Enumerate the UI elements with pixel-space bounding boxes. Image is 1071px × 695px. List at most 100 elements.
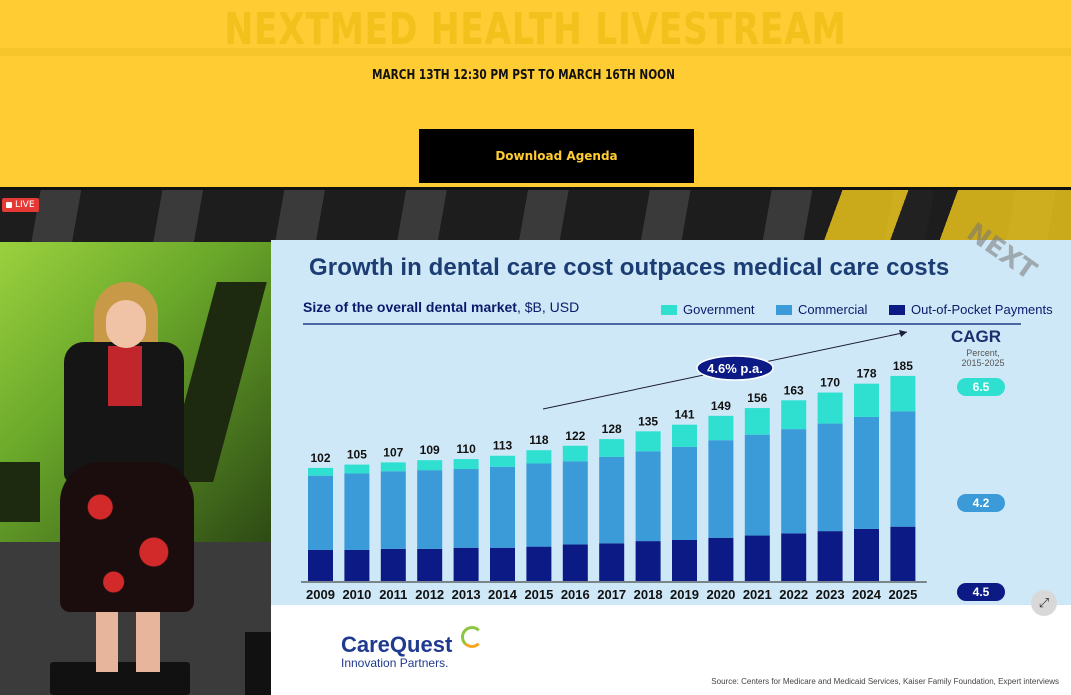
bar-total-label: 185 <box>893 359 913 373</box>
growth-arrow-head <box>899 330 907 337</box>
livestream-video[interactable]: LIVE NEXT Growth in dental care cost out… <box>0 190 1071 695</box>
bar-total-label: 156 <box>747 391 767 405</box>
bar-total-label: 110 <box>456 442 476 456</box>
bar-segment-out-of-pocket-payments-2025 <box>890 526 916 581</box>
cagr-subtitle: Percent, 2015-2025 <box>961 348 1005 368</box>
x-tick-label: 2024 <box>852 587 882 602</box>
event-banner: NEXTMED HEALTH LIVESTREAM MARCH 13TH 12:… <box>0 0 1071 190</box>
bar-segment-commercial-2019 <box>672 446 697 540</box>
bar-segment-government-2010 <box>344 464 370 474</box>
bar-segment-government-2022 <box>781 400 807 430</box>
bar-segment-out-of-pocket-payments-2014 <box>490 547 515 581</box>
chart-subtitle: Size of the overall dental market, $B, U… <box>303 299 580 315</box>
bar-segment-commercial-2017 <box>599 456 625 544</box>
x-tick-label: 2015 <box>524 587 553 602</box>
bar-total-label: 149 <box>711 399 731 413</box>
bar-segment-commercial-2015 <box>526 463 552 547</box>
download-agenda-button[interactable]: Download Agenda <box>419 129 694 183</box>
stage-speaker <box>245 632 271 695</box>
cagr-out-of-pocket: 4.5 <box>957 583 1005 601</box>
cagr-government: 6.5 <box>957 378 1005 396</box>
bar-segment-commercial-2011 <box>380 471 406 549</box>
bar-segment-government-2015 <box>526 450 552 464</box>
live-label: LIVE <box>15 200 35 210</box>
x-tick-label: 2018 <box>634 587 663 602</box>
bar-segment-government-2025 <box>890 375 916 412</box>
bar-segment-commercial-2025 <box>890 411 916 527</box>
bar-total-label: 102 <box>310 451 330 465</box>
banner-divider <box>0 187 1071 190</box>
bar-segment-out-of-pocket-payments-2012 <box>417 548 443 581</box>
x-tick-label: 2021 <box>743 587 772 602</box>
expand-icon[interactable]: ⤢ <box>1031 590 1057 616</box>
x-tick-label: 2025 <box>888 587 917 602</box>
carequest-mark-icon <box>461 626 483 648</box>
bar-segment-out-of-pocket-payments-2013 <box>453 547 479 581</box>
x-tick-label: 2011 <box>379 587 407 602</box>
live-badge: LIVE <box>2 198 39 212</box>
growth-label-bubble <box>696 355 774 381</box>
bar-segment-out-of-pocket-payments-2021 <box>744 535 770 581</box>
stacked-bar-chart: 4.6% p.a. 102 2009 105 2010 107 2011 109 2012 110… <box>301 330 927 602</box>
bar-segment-government-2017 <box>599 439 625 457</box>
x-tick-label: 2017 <box>597 587 626 602</box>
bar-segment-out-of-pocket-payments-2023 <box>817 531 843 581</box>
bar-segment-out-of-pocket-payments-2022 <box>781 533 807 581</box>
bar-segment-commercial-2012 <box>417 470 443 549</box>
cagr-commercial: 4.2 <box>957 494 1005 512</box>
bar-segment-commercial-2021 <box>744 434 770 536</box>
bar-segment-government-2021 <box>744 408 770 435</box>
company-name: CareQuest <box>341 632 453 657</box>
bar-segment-commercial-2009 <box>308 475 333 550</box>
legend-commercial: Commercial <box>776 302 867 317</box>
presentation-slide: NEXT Growth in dental care cost outpaces… <box>271 217 1071 695</box>
growth-label: 4.6% p.a. <box>707 361 763 376</box>
legend-swatch <box>889 304 905 315</box>
bar-total-label: 105 <box>347 448 367 462</box>
bar-segment-out-of-pocket-payments-2019 <box>672 539 697 581</box>
bar-segment-government-2009 <box>308 467 333 476</box>
bar-segment-commercial-2024 <box>854 416 879 529</box>
bar-segment-out-of-pocket-payments-2010 <box>344 549 370 581</box>
bar-total-label: 170 <box>820 376 840 390</box>
bar-segment-commercial-2022 <box>781 429 807 534</box>
bar-total-label: 141 <box>674 408 694 422</box>
bar-total-label: 107 <box>383 445 403 459</box>
bar-segment-out-of-pocket-payments-2015 <box>526 546 552 581</box>
banner-band <box>0 48 1071 56</box>
slide-chart-area: NEXT Growth in dental care cost outpaces… <box>271 217 1071 605</box>
bar-segment-commercial-2016 <box>562 461 588 545</box>
slide-source-note: Source: Centers for Medicare and Medicai… <box>711 677 1059 686</box>
x-tick-label: 2019 <box>670 587 699 602</box>
bar-segment-government-2019 <box>672 424 697 447</box>
bar-segment-government-2016 <box>562 445 588 462</box>
company-tagline: Innovation Partners. <box>341 656 449 670</box>
bar-total-label: 128 <box>602 422 622 436</box>
bar-segment-out-of-pocket-payments-2020 <box>708 537 734 581</box>
bar-segment-government-2024 <box>854 383 879 417</box>
slide-title: Growth in dental care cost outpaces medi… <box>309 254 950 281</box>
bar-segment-government-2023 <box>817 392 843 424</box>
x-tick-label: 2022 <box>779 587 808 602</box>
x-tick-label: 2014 <box>488 587 518 602</box>
bar-total-label: 113 <box>493 439 513 453</box>
stage-backdrop-accent <box>760 190 1071 242</box>
bar-total-label: 163 <box>784 383 804 397</box>
bar-segment-government-2013 <box>453 459 479 470</box>
bar-segment-commercial-2020 <box>708 440 734 538</box>
x-tick-label: 2012 <box>415 587 444 602</box>
bar-segment-out-of-pocket-payments-2016 <box>562 544 588 581</box>
legend-swatch <box>776 304 792 315</box>
subtitle-rule <box>303 323 1021 325</box>
x-tick-label: 2016 <box>561 587 590 602</box>
bar-segment-government-2020 <box>708 415 734 441</box>
event-date: MARCH 13TH 12:30 PM PST TO MARCH 16TH NO… <box>372 68 675 83</box>
x-tick-label: 2023 <box>816 587 845 602</box>
bar-total-label: 122 <box>565 429 585 443</box>
x-tick-label: 2010 <box>342 587 371 602</box>
legend-government: Government <box>661 302 755 317</box>
legend-out-of-pocket: Out-of-Pocket Payments <box>889 302 1053 317</box>
carequest-logo: CareQuest Innovation Partners. <box>341 626 483 670</box>
x-tick-label: 2013 <box>452 587 481 602</box>
speaker-camera-feed <box>0 242 271 695</box>
